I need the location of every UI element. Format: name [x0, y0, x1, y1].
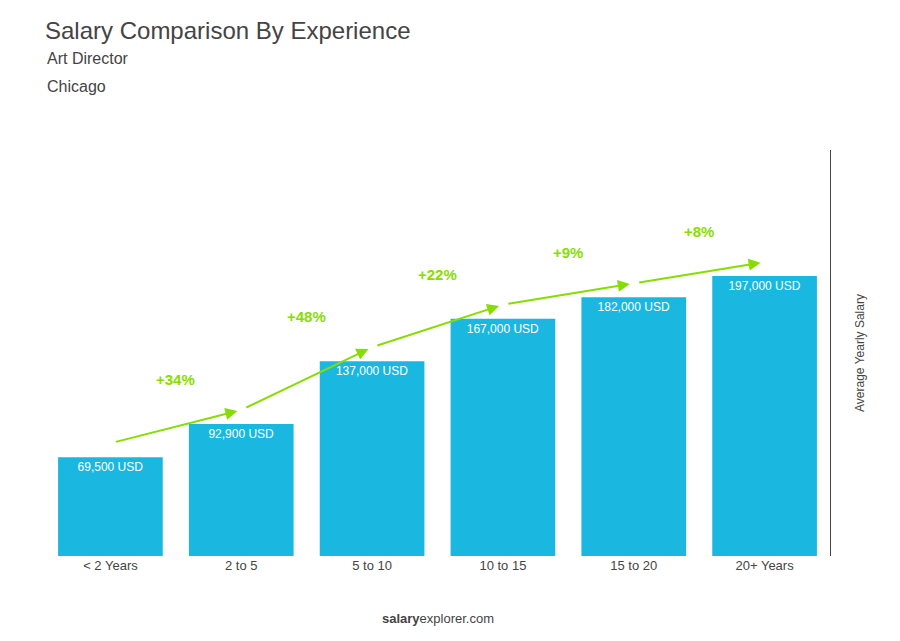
- svg-text:10 to 15: 10 to 15: [479, 558, 526, 573]
- svg-text:Chicago: Chicago: [47, 78, 106, 95]
- svg-text:+9%: +9%: [553, 244, 583, 261]
- svg-text:167,000 USD: 167,000 USD: [467, 322, 539, 336]
- svg-text:< 2 Years: < 2 Years: [83, 558, 138, 573]
- svg-text:182,000 USD: 182,000 USD: [598, 300, 670, 314]
- svg-text:+22%: +22%: [418, 266, 457, 283]
- svg-text:92,900 USD: 92,900 USD: [208, 427, 274, 441]
- svg-text:20+ Years: 20+ Years: [735, 558, 794, 573]
- svg-text:+34%: +34%: [156, 371, 195, 388]
- svg-text:69,500 USD: 69,500 USD: [78, 460, 144, 474]
- svg-text:Average Yearly Salary: Average Yearly Salary: [853, 294, 867, 412]
- svg-text:Salary Comparison By Experienc: Salary Comparison By Experience: [45, 17, 411, 44]
- svg-text:137,000 USD: 137,000 USD: [336, 364, 408, 378]
- svg-text:5 to 10: 5 to 10: [352, 558, 392, 573]
- svg-text:197,000 USD: 197,000 USD: [728, 279, 800, 293]
- svg-text:+8%: +8%: [684, 223, 714, 240]
- svg-text:2 to 5: 2 to 5: [225, 558, 258, 573]
- svg-text:Art Director: Art Director: [47, 50, 129, 67]
- svg-text:+48%: +48%: [287, 308, 326, 325]
- svg-text:15 to 20: 15 to 20: [610, 558, 657, 573]
- svg-text:salaryexplorer.com: salaryexplorer.com: [382, 611, 494, 626]
